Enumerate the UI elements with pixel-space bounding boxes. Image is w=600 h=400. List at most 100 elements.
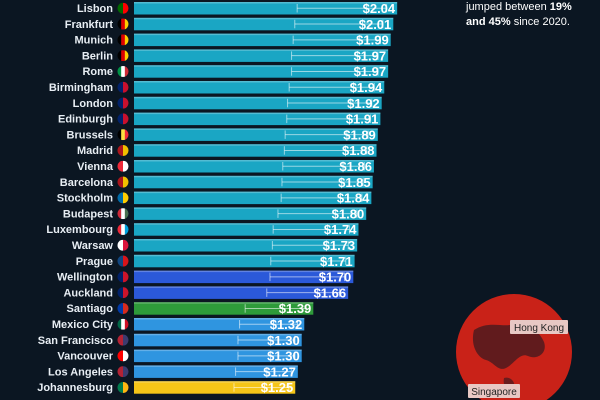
category-label: Santiago	[67, 303, 114, 315]
bar-barcelona	[134, 175, 373, 189]
value-label: $2.01	[359, 17, 392, 32]
bar-highlight	[134, 191, 372, 194]
flag-icon-gb	[117, 113, 129, 125]
category-label: Rome	[82, 66, 113, 78]
value-label: $1.97	[354, 64, 387, 79]
bar-birmingham	[134, 81, 385, 94]
annotation-low-pct: 19%	[549, 1, 572, 13]
bar-rome	[134, 65, 389, 78]
value-label: $1.89	[343, 127, 376, 142]
value-label: $1.71	[320, 254, 353, 269]
label-box-hong-kong	[510, 320, 568, 334]
flag-icon-ca	[117, 350, 129, 362]
category-label: Brussels	[67, 129, 113, 141]
bar-highlight	[134, 81, 385, 83]
map-label-singapore: Singapore	[471, 387, 517, 398]
category-label: Luxembourg	[46, 224, 113, 236]
bar-highlight	[134, 254, 355, 257]
bar-highlight	[134, 270, 354, 273]
category-label: Johannesburg	[37, 382, 113, 394]
value-label: $1.99	[356, 33, 389, 48]
category-label: Stockholm	[57, 193, 113, 205]
value-label: $1.25	[261, 380, 294, 395]
bar-highlight	[134, 381, 296, 383]
flag-icon-pt	[117, 2, 129, 14]
bar-madrid	[134, 144, 377, 157]
flag-icon-us	[117, 334, 129, 346]
flag-icon-us	[117, 366, 129, 378]
value-label: $1.97	[354, 48, 387, 63]
bar-highlight	[134, 128, 378, 130]
category-label: London	[73, 98, 114, 110]
bar-warsaw	[134, 239, 358, 252]
annotation-tail: since 2020.	[510, 16, 570, 28]
flag-icon-it	[117, 65, 129, 77]
bar-edinburgh	[134, 112, 381, 126]
bar-vienna	[134, 160, 374, 173]
value-label: $1.30	[267, 333, 300, 348]
value-label: $1.91	[346, 112, 379, 127]
bar-highlight	[134, 365, 298, 367]
category-label: Edinburgh	[58, 114, 113, 126]
bar-prague	[134, 254, 355, 268]
flag-icon-hu	[117, 208, 129, 220]
flag-icon-de	[117, 50, 129, 62]
bar-highlight	[134, 333, 302, 336]
flag-icon-za	[117, 381, 129, 393]
bar-berlin	[134, 49, 389, 62]
annotation-high-pct: 45%	[488, 16, 511, 28]
flag-icon-nz	[117, 287, 129, 299]
bar-brussels	[134, 128, 378, 141]
category-label: Berlin	[82, 50, 113, 62]
flag-icon-nz	[117, 271, 129, 283]
category-label: Auckland	[63, 287, 113, 299]
value-label: $1.73	[323, 238, 356, 253]
flag-icon-es	[117, 176, 129, 188]
bar-highlight	[134, 96, 382, 99]
category-label: Vienna	[77, 161, 114, 173]
bar-luxembourg	[134, 223, 359, 236]
value-label: $1.74	[324, 222, 357, 237]
label-box-singapore	[468, 384, 520, 398]
flag-icon-lu	[117, 223, 129, 235]
value-label: $1.39	[279, 301, 312, 316]
category-label: Budapest	[63, 208, 113, 220]
flag-icon-pl	[117, 239, 129, 251]
bar-highlight	[134, 302, 314, 304]
value-label: $1.27	[263, 364, 296, 379]
bar-highlight	[134, 49, 389, 51]
value-label: $1.80	[332, 206, 365, 221]
flag-icon-se	[117, 192, 129, 204]
annotation-and: and	[466, 16, 489, 28]
bar-highlight	[134, 175, 373, 178]
flag-icon-cl	[117, 302, 129, 314]
bar-santiago	[134, 302, 314, 315]
flag-icon-mx	[117, 318, 129, 330]
bar-highlight	[134, 2, 398, 4]
bar-highlight	[134, 160, 374, 162]
bar-london	[134, 96, 382, 110]
bar-stockholm	[134, 191, 372, 205]
bar-frankfurt	[134, 17, 394, 31]
value-label: $1.86	[339, 159, 372, 174]
category-label: Vancouver	[57, 351, 113, 363]
category-label: Los Angeles	[48, 366, 113, 378]
annotation-text: jumped between 19% and 45% since 2020.	[466, 0, 600, 30]
bar-lisbon	[134, 2, 398, 15]
value-label: $1.88	[342, 143, 375, 158]
bar-johannesburg	[134, 381, 296, 394]
value-label: $2.04	[363, 1, 396, 16]
map-label-hong-kong: Hong Kong	[514, 323, 564, 334]
value-label: $1.66	[314, 285, 347, 300]
asia-map: Hong Kong Singapore	[456, 294, 572, 400]
bar-highlight	[134, 144, 377, 146]
bar-highlight	[134, 17, 394, 20]
bar-highlight	[134, 239, 358, 241]
category-label: Warsaw	[72, 240, 114, 252]
bar-highlight	[134, 349, 302, 352]
bar-highlight	[134, 112, 381, 115]
bar-highlight	[134, 286, 349, 288]
category-label: Prague	[76, 256, 113, 268]
category-label: San Francisco	[38, 335, 113, 347]
